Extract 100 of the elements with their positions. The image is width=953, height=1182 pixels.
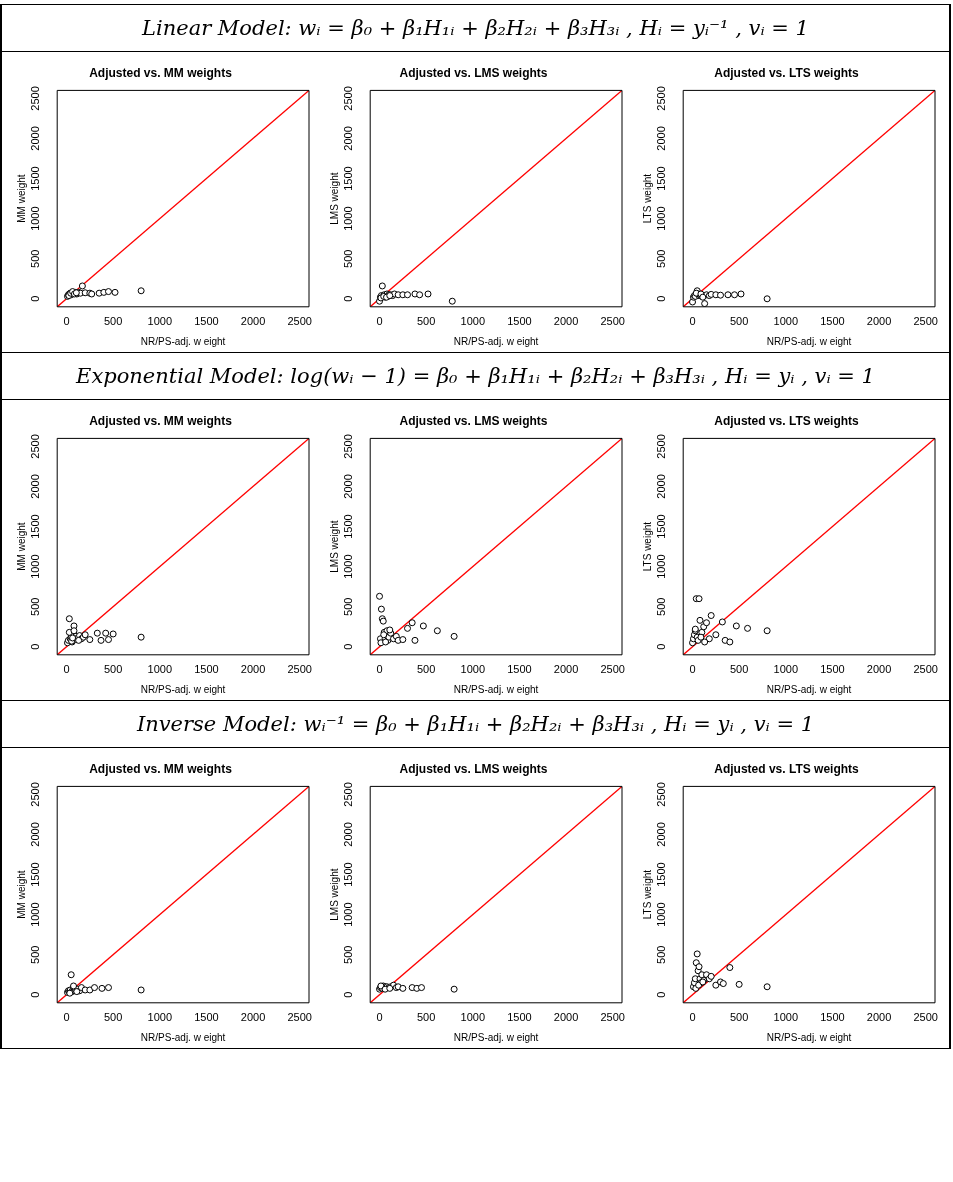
y-tick-label: 2500 <box>655 434 667 459</box>
y-axis-title: LTS weight <box>641 173 653 224</box>
x-tick-label: 2000 <box>553 315 579 328</box>
chart-title: Adjusted vs. LTS weights <box>714 413 860 428</box>
y-tick-label: 2000 <box>29 822 41 847</box>
x-tick-label: 0 <box>689 1011 696 1024</box>
y-tick-label: 500 <box>655 597 667 616</box>
y-tick-label: 1000 <box>655 554 667 579</box>
text: Exponential Model: log(wᵢ − 1) = β₀ + β₁H₁ᵢ + β₂H₂ᵢ + β₃H₃ᵢ , Hᵢ = yᵢ , vᵢ = 1 <box>2 353 949 400</box>
x-tick-label: 1000 <box>147 1011 173 1024</box>
x-tick-label: 2000 <box>240 663 266 676</box>
x-tick-label: 2500 <box>600 315 625 328</box>
y-tick-label: 1500 <box>342 514 354 539</box>
x-axis-title: NR/PS-adj. w eight <box>140 1031 226 1043</box>
x-tick-label: 500 <box>729 663 749 676</box>
chart-title: Adjusted vs. LMS weights <box>399 413 548 428</box>
y-tick-label: 2500 <box>342 782 354 807</box>
y-tick-label: 0 <box>342 643 354 650</box>
x-axis-title: NR/PS-adj. w eight <box>766 683 852 695</box>
y-tick-label: 2000 <box>29 474 41 499</box>
x-tick-label: 0 <box>63 1011 70 1024</box>
x-tick-label: 0 <box>689 663 696 676</box>
x-tick-label: 2500 <box>600 1011 625 1024</box>
y-tick-label: 1000 <box>655 206 667 231</box>
x-tick-label: 1500 <box>194 1011 219 1024</box>
x-tick-label: 1500 <box>194 663 219 676</box>
y-tick-label: 1500 <box>655 514 667 539</box>
y-tick-label: 2500 <box>29 434 41 459</box>
y-tick-label: 500 <box>342 945 354 964</box>
y-tick-label: 500 <box>342 249 354 268</box>
y-tick-label: 2000 <box>342 474 354 499</box>
x-tick-label: 2000 <box>553 663 579 676</box>
y-tick-label: 2500 <box>655 86 667 111</box>
x-axis-title: NR/PS-adj. w eight <box>766 335 852 347</box>
y-tick-label: 500 <box>655 945 667 964</box>
y-tick-label: 1000 <box>29 554 41 579</box>
chart-title: Adjusted vs. LMS weights <box>399 761 548 776</box>
y-axis-title: LTS weight <box>641 869 653 920</box>
chart-title: Adjusted vs. LMS weights <box>399 65 548 80</box>
x-axis-title: NR/PS-adj. w eight <box>453 335 539 347</box>
y-tick-label: 1000 <box>342 902 354 927</box>
x-tick-label: 500 <box>416 1011 436 1024</box>
x-tick-label: 1500 <box>820 663 845 676</box>
chart-title: Adjusted vs. LTS weights <box>714 761 860 776</box>
x-axis-title: NR/PS-adj. w eight <box>453 683 539 695</box>
x-tick-label: 1500 <box>507 1011 532 1024</box>
x-tick-label: 2000 <box>866 663 892 676</box>
y-tick-label: 1000 <box>29 902 41 927</box>
x-tick-label: 1500 <box>507 315 532 328</box>
y-tick-label: 1500 <box>655 166 667 191</box>
x-tick-label: 2500 <box>913 315 938 328</box>
x-axis-title: NR/PS-adj. w eight <box>140 335 226 347</box>
x-tick-label: 1000 <box>147 315 173 328</box>
x-tick-label: 0 <box>376 315 383 328</box>
x-tick-label: 0 <box>63 315 70 328</box>
x-tick-label: 1500 <box>194 315 219 328</box>
y-tick-label: 2500 <box>29 86 41 111</box>
y-tick-label: 2000 <box>342 822 354 847</box>
y-tick-label: 1500 <box>342 166 354 191</box>
x-tick-label: 1000 <box>460 663 486 676</box>
x-axis-title: NR/PS-adj. w eight <box>766 1031 852 1043</box>
y-axis-title: LTS weight <box>641 521 653 572</box>
x-tick-label: 1000 <box>460 1011 486 1024</box>
x-tick-label: 0 <box>376 1011 383 1024</box>
x-tick-label: 1000 <box>147 663 173 676</box>
x-tick-label: 500 <box>103 315 123 328</box>
y-tick-label: 0 <box>655 991 667 998</box>
y-tick-label: 1500 <box>29 166 41 191</box>
x-tick-label: 2000 <box>240 315 266 328</box>
y-tick-label: 0 <box>655 643 667 650</box>
x-tick-label: 1500 <box>820 1011 845 1024</box>
y-tick-label: 0 <box>342 991 354 998</box>
x-tick-label: 1000 <box>773 1011 799 1024</box>
x-tick-label: 500 <box>103 1011 123 1024</box>
chart-title: Adjusted vs. LTS weights <box>714 65 860 80</box>
x-tick-label: 2000 <box>240 1011 266 1024</box>
y-tick-label: 500 <box>29 945 41 964</box>
y-tick-label: 2500 <box>655 782 667 807</box>
y-tick-label: 1000 <box>29 206 41 231</box>
x-tick-label: 0 <box>689 315 696 328</box>
x-axis-title: NR/PS-adj. w eight <box>140 683 226 695</box>
y-axis-title: MM weight <box>15 522 27 571</box>
y-tick-label: 0 <box>29 295 41 302</box>
y-tick-label: 1000 <box>342 554 354 579</box>
x-tick-label: 2500 <box>287 315 312 328</box>
chart-title: Adjusted vs. MM weights <box>89 65 233 80</box>
y-tick-label: 500 <box>29 249 41 268</box>
y-tick-label: 1500 <box>29 514 41 539</box>
y-tick-label: 2500 <box>342 86 354 111</box>
y-tick-label: 500 <box>342 597 354 616</box>
y-tick-label: 1500 <box>342 862 354 887</box>
y-tick-label: 500 <box>29 597 41 616</box>
y-axis-title: LMS weight <box>328 868 340 921</box>
x-tick-label: 500 <box>729 1011 749 1024</box>
x-tick-label: 2500 <box>913 1011 938 1024</box>
y-tick-label: 2500 <box>342 434 354 459</box>
y-axis-title: LMS weight <box>328 520 340 573</box>
x-axis-title: NR/PS-adj. w eight <box>453 1031 539 1043</box>
x-tick-label: 0 <box>376 663 383 676</box>
y-tick-label: 2000 <box>655 822 667 847</box>
